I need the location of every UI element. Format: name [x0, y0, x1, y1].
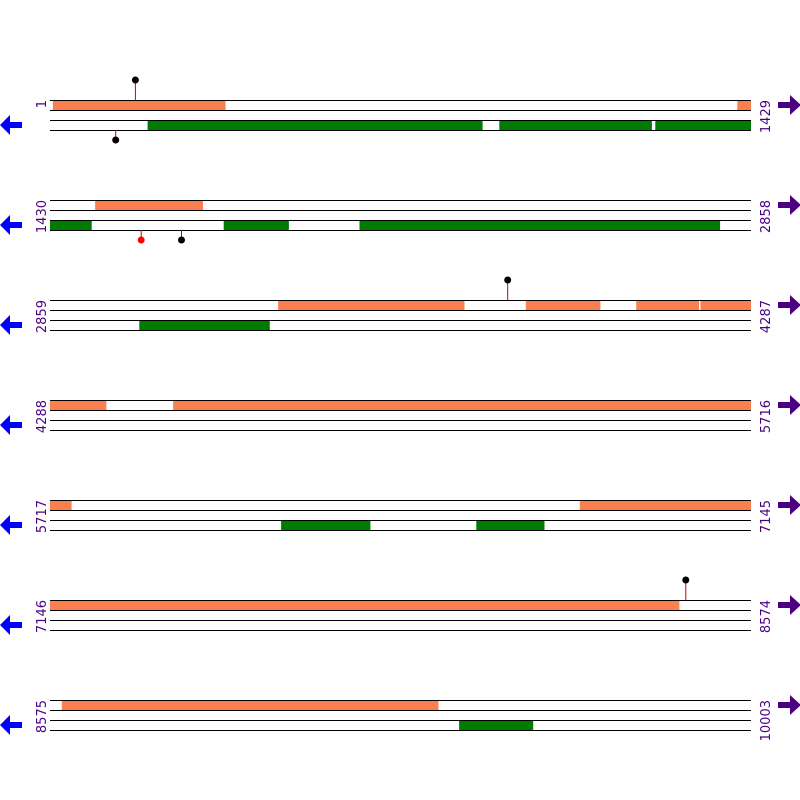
forward-feature[interactable]	[50, 601, 680, 610]
reverse-feature[interactable]	[281, 521, 371, 530]
reverse-feature[interactable]	[223, 221, 289, 230]
forward-feature[interactable]	[173, 401, 752, 410]
sequence-row: 2859 4287	[0, 276, 800, 335]
row-end-label: 4287	[759, 300, 774, 333]
sequence-row: 5717 7145	[0, 495, 800, 535]
left-arrow-icon[interactable]	[0, 515, 22, 535]
row-end-label: 7145	[759, 500, 774, 533]
row-end-label: 10003	[759, 700, 774, 741]
sequence-row: 7146 8574	[0, 576, 800, 635]
forward-feature[interactable]	[50, 501, 72, 510]
row-end-label: 1429	[759, 100, 774, 133]
sequence-row: 8575 10003	[0, 695, 800, 741]
forward-feature[interactable]	[52, 101, 226, 110]
marker-pin[interactable]	[504, 276, 512, 284]
left-arrow-icon[interactable]	[0, 615, 22, 635]
left-arrow-icon[interactable]	[0, 415, 22, 435]
reverse-feature[interactable]	[50, 221, 92, 230]
reverse-feature[interactable]	[359, 221, 721, 230]
sequence-row: 1 1429	[0, 76, 800, 144]
right-arrow-icon[interactable]	[778, 595, 800, 615]
forward-feature[interactable]	[525, 301, 601, 310]
row-start-label: 1	[35, 100, 50, 108]
left-arrow-icon[interactable]	[0, 215, 22, 235]
forward-feature[interactable]	[278, 301, 465, 310]
marker-pin[interactable]	[682, 576, 690, 584]
row-end-label: 8574	[759, 600, 774, 633]
forward-feature[interactable]	[61, 701, 439, 710]
row-start-label: 4288	[35, 400, 50, 433]
reverse-feature[interactable]	[476, 521, 545, 530]
forward-feature[interactable]	[737, 101, 751, 110]
row-end-label: 5716	[759, 400, 774, 433]
sequence-row: 1430 2858	[0, 195, 800, 244]
right-arrow-icon[interactable]	[778, 295, 800, 315]
sequence-row: 4288 5716	[0, 395, 800, 435]
forward-feature[interactable]	[700, 301, 752, 310]
reverse-feature[interactable]	[139, 321, 270, 330]
marker-pin[interactable]	[178, 236, 185, 244]
left-arrow-icon[interactable]	[0, 715, 22, 735]
row-start-label: 2859	[35, 300, 50, 333]
reverse-feature[interactable]	[459, 721, 534, 730]
forward-feature[interactable]	[579, 501, 751, 510]
forward-feature[interactable]	[636, 301, 699, 310]
marker-pin[interactable]	[137, 236, 145, 244]
right-arrow-icon[interactable]	[778, 195, 800, 215]
rows-layer: 1 1429 1430 2858 2859 4287 4288 5716 5717 7145 714…	[0, 76, 800, 741]
marker-pin[interactable]	[131, 76, 139, 84]
left-arrow-icon[interactable]	[0, 315, 22, 335]
forward-feature[interactable]	[50, 401, 107, 410]
reverse-feature[interactable]	[499, 121, 652, 130]
right-arrow-icon[interactable]	[778, 495, 800, 515]
right-arrow-icon[interactable]	[778, 95, 800, 115]
row-start-label: 7146	[35, 600, 50, 633]
left-arrow-icon[interactable]	[0, 115, 22, 135]
row-start-label: 8575	[35, 700, 50, 733]
row-start-label: 1430	[35, 200, 50, 233]
forward-feature[interactable]	[95, 201, 203, 210]
right-arrow-icon[interactable]	[778, 395, 800, 415]
reverse-feature[interactable]	[655, 121, 751, 130]
right-arrow-icon[interactable]	[778, 695, 800, 715]
reverse-feature[interactable]	[147, 121, 483, 130]
marker-pin[interactable]	[112, 136, 120, 144]
row-end-label: 2858	[759, 200, 774, 233]
row-start-label: 5717	[35, 500, 50, 533]
